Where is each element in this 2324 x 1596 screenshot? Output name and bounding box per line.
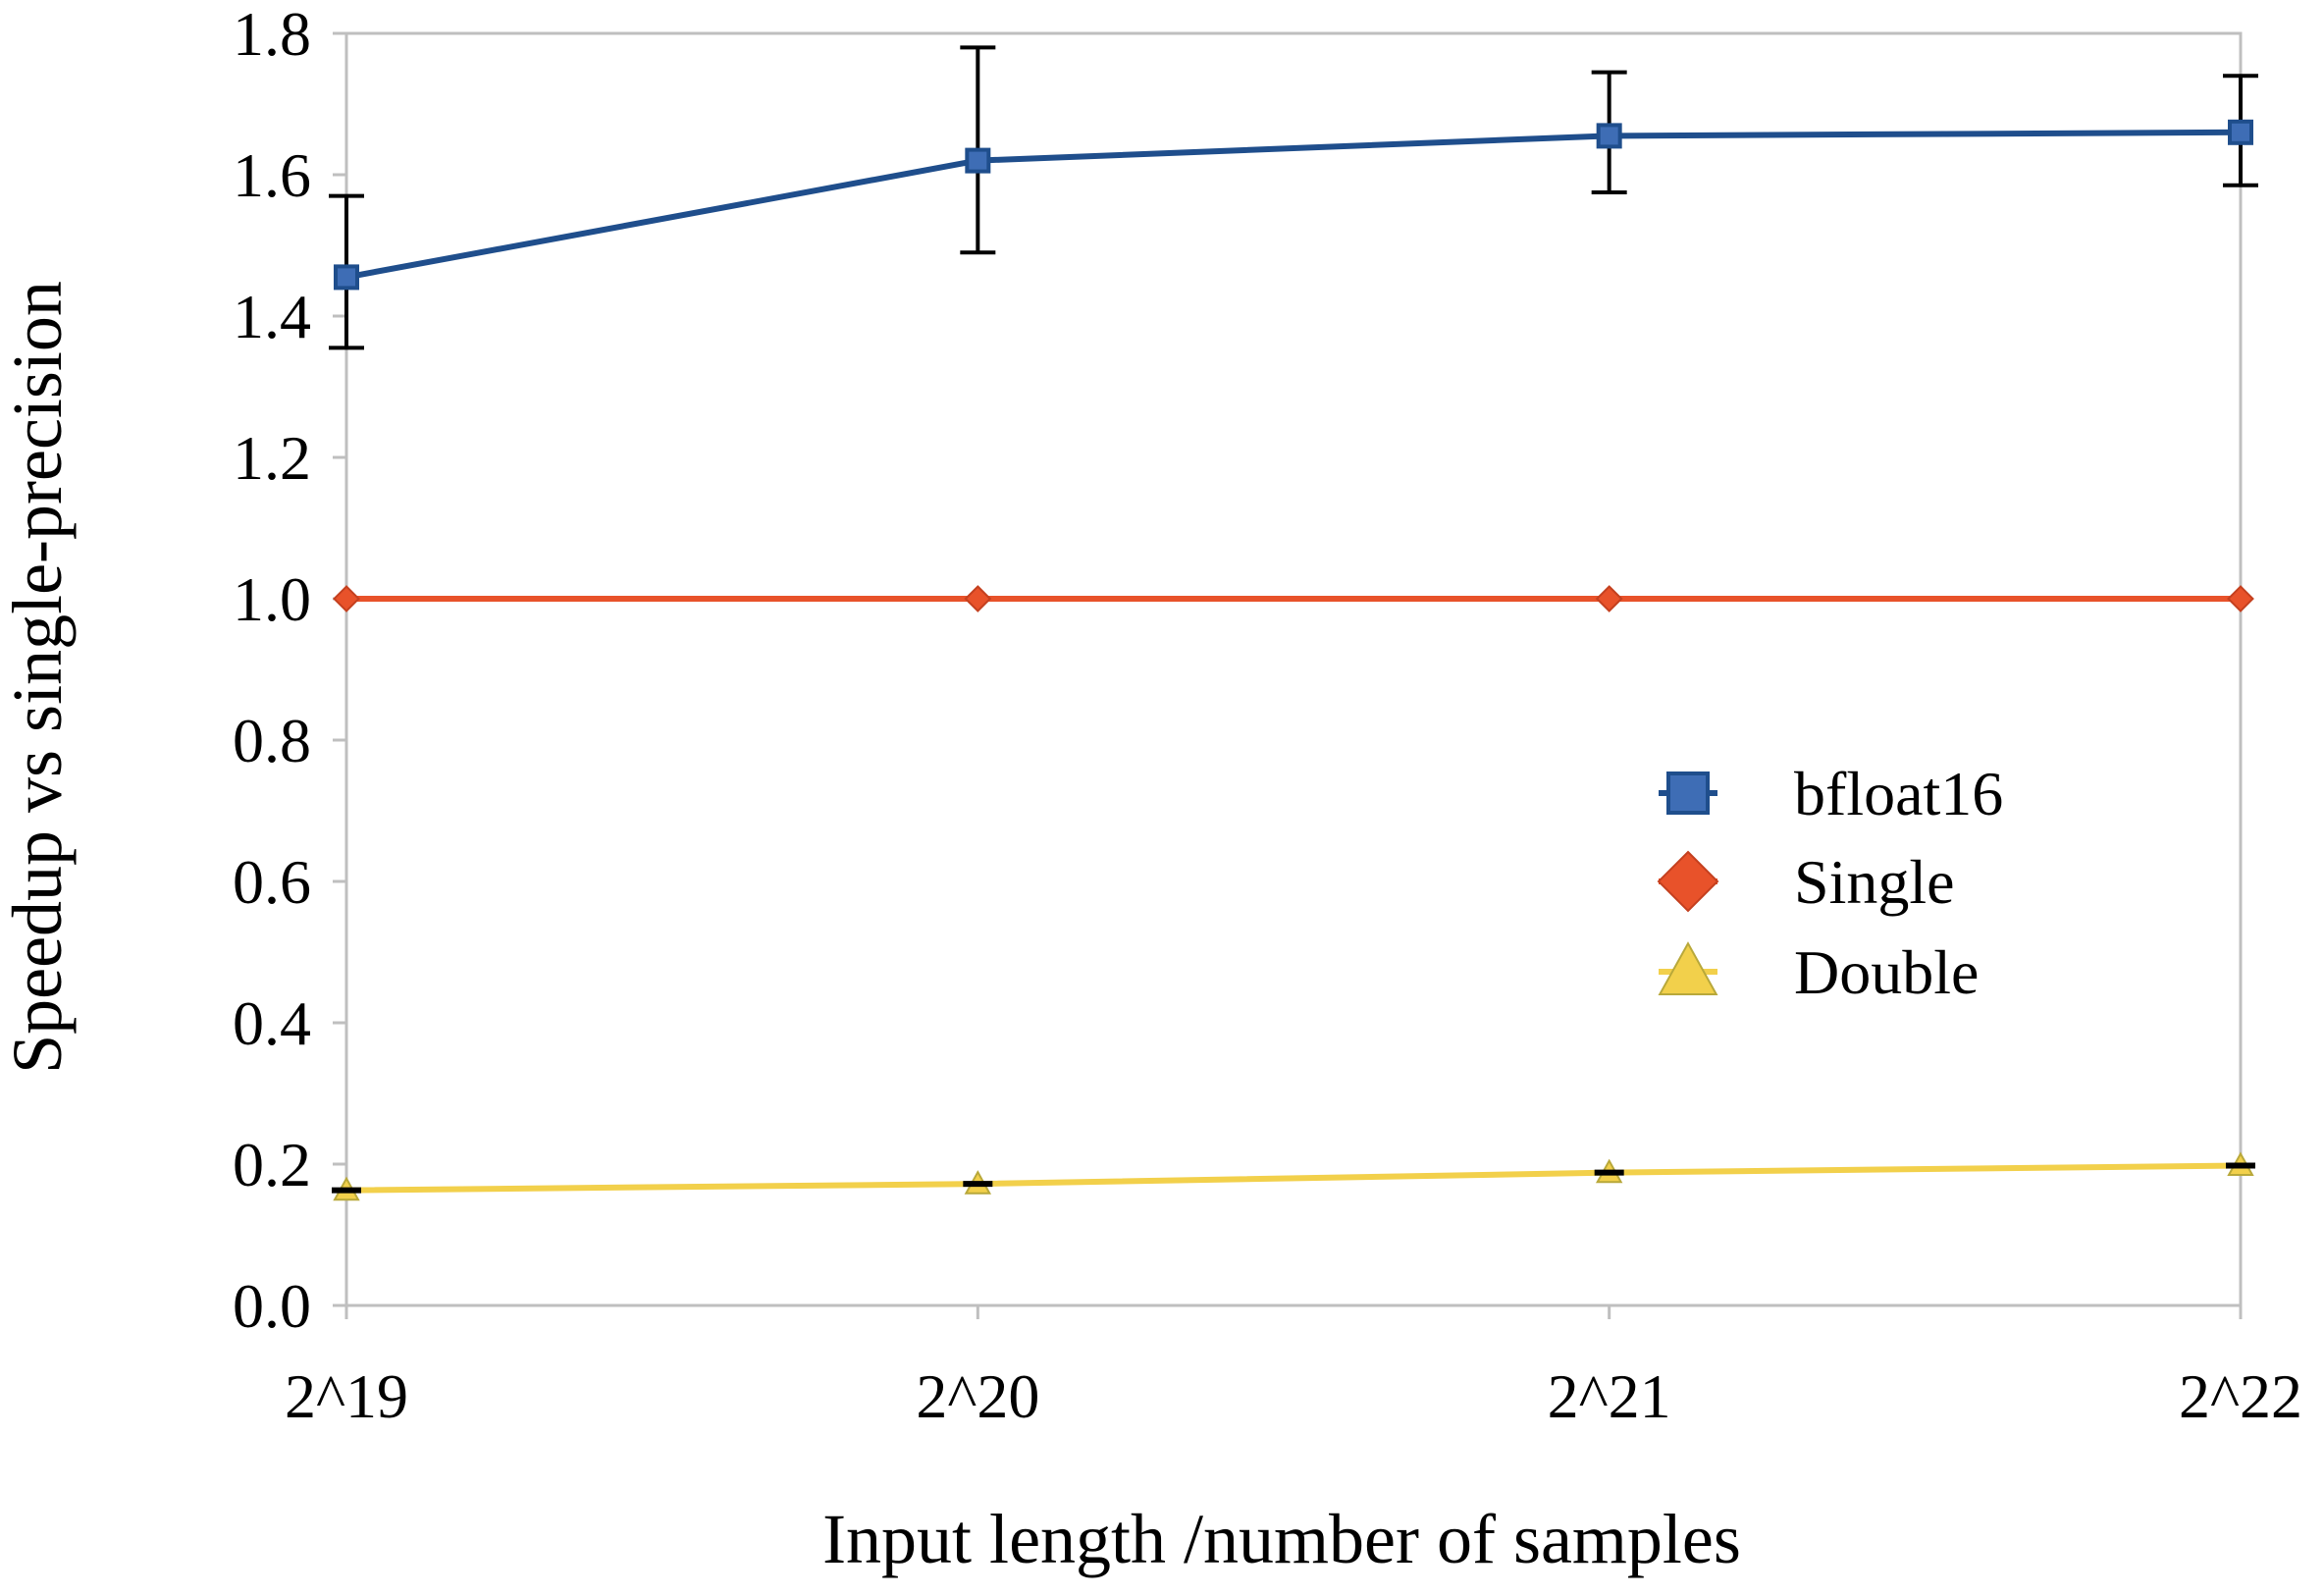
data-point [334, 264, 359, 291]
data-point [1596, 123, 1622, 149]
data-point [965, 147, 991, 174]
y-tick-label: 0.6 [233, 847, 311, 917]
legend-marker [1658, 941, 1718, 996]
y-tick-label: 0.2 [233, 1130, 311, 1199]
y-axis-title: Speedup vs single-precision [0, 281, 77, 1074]
y-tick-label: 1.0 [233, 564, 311, 634]
x-axis-title: Input length /number of samples [822, 1500, 1741, 1578]
legend-label: bfloat16 [1794, 759, 2003, 828]
y-tick-label: 1.2 [233, 423, 311, 493]
legend-item-single: Single [1657, 847, 1955, 917]
x-tick-label: 2^20 [916, 1361, 1039, 1431]
legend-marker [1657, 850, 1719, 913]
y-tick-label: 1.6 [233, 140, 311, 210]
series-bfloat16 [329, 45, 2258, 350]
legend-item-double: Double [1658, 937, 1979, 1007]
series-single [333, 585, 2254, 612]
data-point [333, 585, 360, 612]
y-axis-ticks: 0.0 0.2 0.4 0.6 0.8 1.0 1.2 1.4 1.6 1.8 [233, 0, 346, 1341]
y-tick-label: 0.4 [233, 988, 311, 1058]
legend-label: Double [1794, 937, 1979, 1007]
y-tick-label: 1.4 [233, 282, 311, 351]
series-line [345, 129, 2242, 281]
x-tick-label: 2^21 [1548, 1361, 1671, 1431]
series-layer [329, 45, 2258, 1201]
data-point [2227, 585, 2254, 612]
y-tick-label: 0.0 [233, 1271, 311, 1341]
legend-marker [1666, 771, 1710, 815]
x-axis-ticks: 2^19 2^20 2^21 2^22 [285, 33, 2302, 1431]
y-tick-label: 0.8 [233, 706, 311, 775]
y-tick-label: 1.8 [233, 0, 311, 69]
legend: bfloat16 Single Double [1657, 759, 2003, 1007]
x-tick-label: 2^19 [285, 1361, 408, 1431]
x-tick-label: 2^22 [2179, 1361, 2302, 1431]
data-point [1595, 585, 1623, 612]
series-double [332, 1151, 2255, 1201]
legend-item-bfloat16: bfloat16 [1659, 759, 2003, 828]
legend-label: Single [1794, 847, 1955, 917]
series-line [345, 1162, 2242, 1194]
data-point [964, 585, 992, 612]
data-point [2228, 119, 2253, 145]
